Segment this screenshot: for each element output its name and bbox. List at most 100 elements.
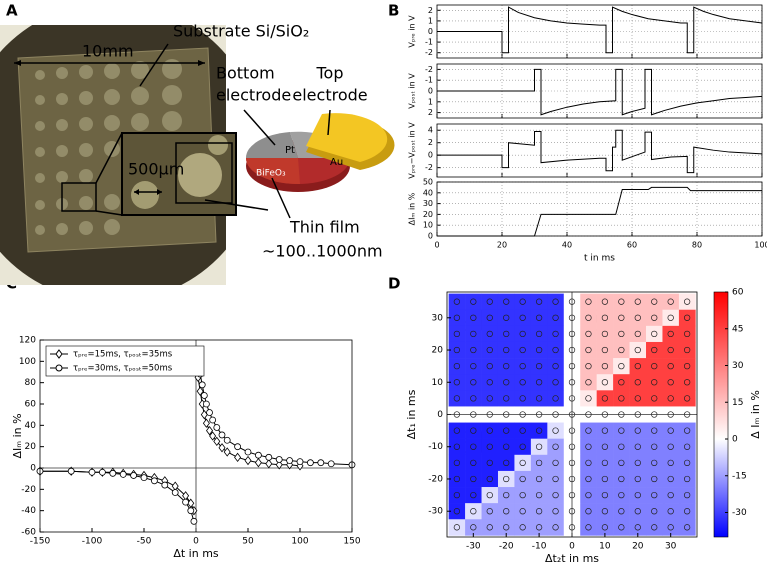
zoom-line — [95, 210, 123, 216]
y-tick-label: 40 — [25, 421, 37, 431]
heat-cell — [547, 454, 565, 472]
bottom-electrode-label: electrode — [216, 86, 291, 105]
heat-cell — [580, 358, 597, 375]
heat-cell — [580, 293, 597, 311]
heat-cell — [465, 503, 482, 520]
heat-cell — [678, 293, 696, 311]
grid-point — [651, 475, 658, 483]
heat-cell — [678, 422, 696, 439]
grid-point — [535, 508, 543, 515]
grid-point — [683, 379, 691, 386]
grid-point — [667, 524, 674, 531]
heat-cell — [547, 341, 565, 359]
heat-cell — [530, 390, 548, 407]
grid-point — [634, 427, 641, 434]
heat-cell — [465, 341, 482, 359]
heat-cell — [481, 325, 499, 343]
y-tick-label: 4 — [428, 126, 433, 135]
heat-cell — [596, 293, 614, 311]
heat-cell — [662, 309, 680, 327]
grid-point — [453, 330, 461, 338]
heat-cell — [678, 487, 696, 504]
grid-point — [519, 298, 526, 305]
grid-point — [470, 395, 477, 402]
marker — [244, 448, 252, 456]
grid-point — [535, 427, 543, 434]
grid-point — [634, 362, 641, 370]
grid-point — [486, 298, 493, 305]
grid-point — [486, 395, 493, 402]
grid-point — [552, 524, 559, 531]
grid-point — [453, 379, 461, 386]
heat-cell — [465, 454, 482, 472]
marker — [187, 507, 195, 515]
heat-cell — [629, 470, 647, 488]
grid-point — [601, 362, 609, 370]
x-tick-label: 20 — [497, 241, 507, 250]
grid-point — [601, 330, 609, 338]
layer-pie — [245, 113, 395, 192]
heat-cell — [530, 422, 548, 439]
marker — [119, 470, 127, 478]
heat-cell — [580, 325, 597, 343]
grid-point — [486, 459, 493, 467]
x-tick-label: -100 — [82, 537, 103, 547]
heat-cell — [547, 309, 565, 327]
heat-cell — [613, 374, 630, 391]
y-tick-label: 0 — [437, 410, 443, 420]
heat-cell — [481, 487, 499, 504]
grid-point — [535, 491, 543, 499]
heat-cell — [465, 438, 482, 456]
heat-cell — [629, 438, 647, 456]
heat-cell — [662, 503, 680, 520]
grid-point — [601, 459, 609, 467]
bifeo3-label: BiFeO₃ — [256, 169, 286, 179]
grid-point — [634, 491, 641, 499]
marker — [200, 392, 208, 399]
scale-label: 10mm — [82, 42, 134, 61]
grid-point — [618, 379, 625, 386]
heat-cell — [497, 341, 515, 359]
heat-cell — [481, 503, 499, 520]
grid-point — [683, 443, 691, 450]
heat-cell — [629, 422, 647, 439]
y-tick-label: 20 — [423, 210, 433, 219]
colorbar-tick-label: 15 — [732, 398, 743, 408]
grid-point — [618, 427, 625, 434]
y-tick-label: -2 — [425, 65, 433, 74]
marker — [265, 453, 273, 461]
marker — [196, 386, 204, 396]
thin-film-label: Thin film — [289, 218, 360, 237]
grid-point — [651, 491, 658, 499]
grid-point — [634, 475, 641, 483]
heat-cell — [580, 341, 597, 359]
grid-point — [651, 330, 658, 338]
legend-box — [45, 345, 205, 377]
y-tick-label: 1 — [428, 97, 433, 106]
marker — [218, 431, 226, 439]
heat-cell — [629, 519, 647, 536]
marker — [88, 468, 96, 476]
grid-point — [470, 379, 477, 386]
x-tick-label: -10 — [532, 542, 547, 552]
heat-cell — [481, 390, 499, 407]
grid-point — [519, 362, 526, 370]
y-axis-label: Vₚᵣₑ−Vₚₒₛₜ in V — [408, 122, 417, 179]
grid-point — [470, 491, 477, 499]
heat-cell — [514, 470, 532, 488]
x-axis-label: Δt in ms — [173, 547, 219, 560]
grid-point — [535, 346, 543, 354]
heat-cell — [646, 422, 663, 439]
grid-point — [651, 524, 658, 531]
y-tick-label: 20 — [25, 442, 37, 452]
grid-point — [470, 330, 477, 338]
marker — [234, 443, 242, 451]
grid-point — [651, 346, 658, 354]
x-tick-label: 20 — [632, 542, 644, 552]
heat-cell — [580, 390, 597, 407]
y-tick-label: 0 — [30, 464, 36, 474]
heat-cell — [530, 293, 548, 311]
heat-cell — [629, 503, 647, 520]
x-tick-label: -50 — [137, 537, 152, 547]
heat-cell — [613, 341, 630, 359]
